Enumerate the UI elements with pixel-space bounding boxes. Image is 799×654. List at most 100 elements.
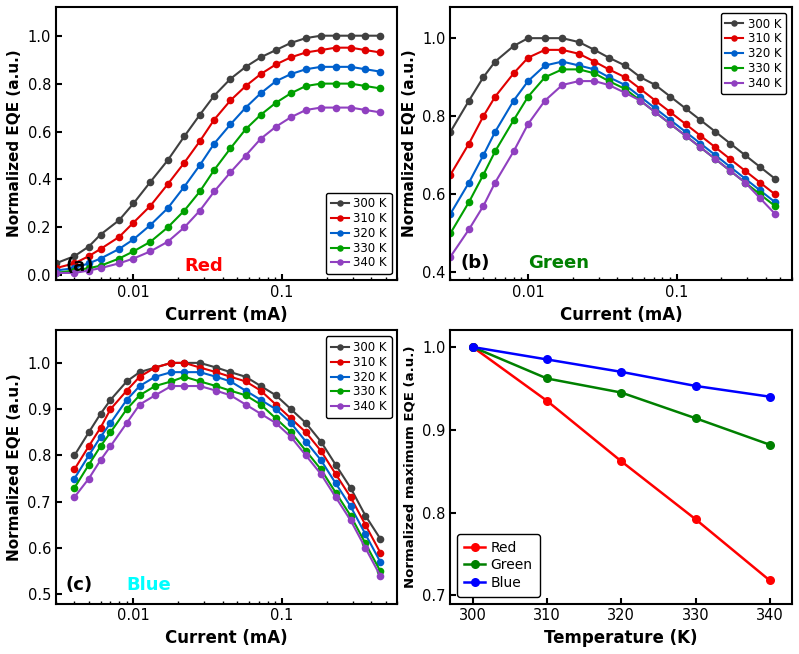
300 K: [491, 58, 500, 65]
Line: 310 K: 310 K: [70, 359, 384, 557]
Text: Red: Red: [185, 257, 223, 275]
320 K: [96, 254, 105, 262]
310 K: [755, 179, 765, 186]
Blue: [690, 382, 700, 390]
310 K: [316, 46, 326, 54]
300 K: [346, 32, 356, 40]
330 K: [635, 97, 645, 105]
X-axis label: Temperature (K): Temperature (K): [544, 629, 698, 647]
310 K: [286, 54, 296, 61]
310 K: [114, 233, 124, 241]
330 K: [590, 69, 599, 77]
340 K: [331, 104, 340, 112]
330 K: [446, 230, 455, 237]
340 K: [360, 106, 370, 114]
340 K: [604, 81, 614, 89]
330 K: [741, 179, 750, 186]
Red: [617, 457, 626, 465]
300 K: [209, 92, 219, 99]
330 K: [301, 447, 311, 455]
310 K: [180, 359, 189, 367]
310 K: [70, 260, 79, 267]
300 K: [316, 32, 326, 40]
320 K: [725, 163, 735, 171]
320 K: [741, 175, 750, 182]
300 K: [635, 73, 645, 81]
330 K: [650, 109, 660, 116]
330 K: [681, 132, 690, 140]
340 K: [574, 77, 584, 85]
340 K: [122, 419, 132, 427]
320 K: [635, 93, 645, 101]
320 K: [666, 116, 675, 124]
300 K: [135, 368, 145, 376]
340 K: [770, 210, 780, 218]
310 K: [84, 442, 93, 450]
330 K: [316, 80, 326, 88]
300 K: [145, 178, 155, 186]
310 K: [96, 424, 105, 432]
340 K: [84, 475, 93, 483]
300 K: [650, 81, 660, 89]
330 K: [96, 262, 105, 269]
X-axis label: Current (mA): Current (mA): [560, 305, 682, 324]
340 K: [360, 544, 370, 552]
Line: 310 K: 310 K: [447, 46, 779, 198]
310 K: [301, 428, 311, 436]
320 K: [509, 97, 519, 105]
340 K: [84, 267, 93, 275]
320 K: [84, 451, 93, 459]
310 K: [446, 171, 455, 179]
330 K: [84, 264, 93, 272]
Text: (d): (d): [462, 580, 491, 598]
340 K: [741, 179, 750, 186]
330 K: [523, 93, 533, 101]
320 K: [96, 433, 105, 441]
310 K: [523, 54, 533, 61]
320 K: [301, 438, 311, 445]
310 K: [256, 70, 265, 78]
340 K: [316, 104, 326, 112]
Line: 320 K: 320 K: [70, 368, 384, 566]
300 K: [316, 438, 326, 445]
320 K: [286, 70, 296, 78]
340 K: [180, 382, 189, 390]
310 K: [286, 415, 296, 422]
300 K: [331, 32, 340, 40]
340 K: [650, 109, 660, 116]
300 K: [590, 46, 599, 54]
300 K: [96, 231, 105, 239]
Line: 340 K: 340 K: [447, 77, 779, 260]
340 K: [163, 238, 173, 246]
310 K: [574, 50, 584, 58]
Line: Red: Red: [468, 343, 774, 585]
330 K: [70, 484, 79, 492]
340 K: [331, 493, 340, 501]
300 K: [540, 34, 550, 42]
340 K: [755, 194, 765, 202]
340 K: [256, 135, 265, 143]
300 K: [70, 451, 79, 459]
330 K: [129, 247, 138, 255]
300 K: [376, 32, 385, 40]
310 K: [150, 364, 160, 371]
Green: [765, 441, 774, 449]
320 K: [225, 377, 235, 385]
300 K: [710, 128, 720, 136]
330 K: [464, 198, 474, 206]
300 K: [150, 364, 160, 371]
340 K: [51, 269, 61, 277]
340 K: [696, 143, 706, 151]
310 K: [331, 470, 340, 478]
330 K: [195, 188, 205, 196]
300 K: [241, 373, 251, 381]
310 K: [211, 368, 221, 376]
340 K: [681, 132, 690, 140]
340 K: [558, 81, 567, 89]
320 K: [195, 368, 205, 376]
300 K: [331, 461, 340, 469]
Green: [690, 414, 700, 422]
310 K: [650, 97, 660, 105]
300 K: [211, 364, 221, 371]
310 K: [225, 373, 235, 381]
